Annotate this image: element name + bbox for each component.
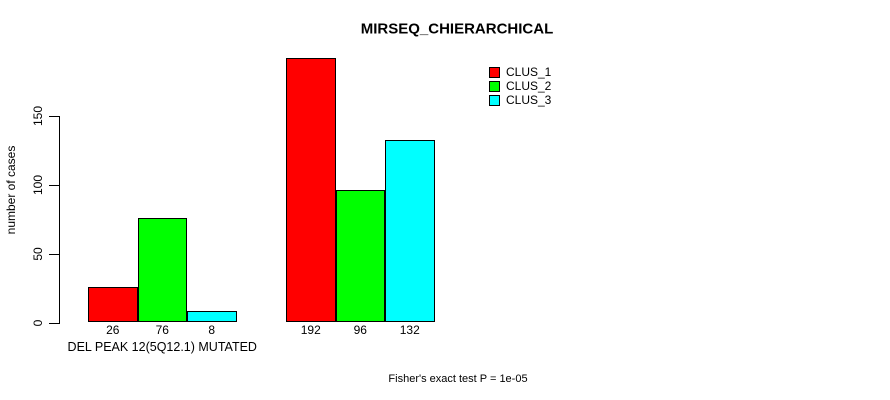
y-axis-label: number of cases	[4, 145, 18, 235]
bar-value-label: 132	[399, 323, 420, 337]
y-tick-label: 150	[31, 105, 45, 127]
legend: CLUS_1 CLUS_2 CLUS_3	[489, 65, 551, 107]
y-tick-label: 0	[31, 319, 45, 327]
bar-clus_1-group2	[286, 57, 336, 323]
legend-item-clus_2: CLUS_2	[489, 79, 551, 93]
legend-item-clus_1: CLUS_1	[489, 65, 551, 79]
y-axis-tick	[48, 184, 59, 186]
bar-value-label: 76	[155, 323, 169, 337]
legend-item-clus_3: CLUS_3	[489, 93, 551, 107]
bar-clus_3-group1	[187, 311, 237, 323]
bar-clus_2-group1	[137, 217, 187, 323]
legend-label: CLUS_2	[506, 79, 552, 93]
bar-clus_2-group2	[335, 190, 385, 323]
bar-value-label: 96	[353, 323, 367, 337]
bar-value-label: 8	[208, 323, 216, 337]
bar-clus_3-group2	[385, 140, 435, 323]
legend-swatch-icon	[489, 66, 500, 78]
bar-clus_1-group1	[88, 286, 138, 323]
y-axis-tick	[48, 253, 59, 255]
category-label: DEL PEAK 12(5Q12.1) MUTATED	[67, 340, 257, 354]
bar-value-label: 192	[300, 323, 321, 337]
fisher-test-annotation: Fisher's exact test P = 1e-05	[388, 373, 528, 385]
y-axis-line	[58, 115, 60, 324]
y-axis-tick	[48, 322, 59, 324]
chart-title: MIRSEQ_CHIERARCHICAL	[360, 20, 554, 38]
legend-label: CLUS_1	[506, 65, 552, 79]
y-tick-label: 100	[31, 174, 45, 196]
legend-label: CLUS_3	[506, 93, 552, 107]
y-axis-tick	[48, 115, 59, 117]
legend-swatch-icon	[489, 80, 500, 92]
y-tick-label: 50	[31, 247, 45, 261]
bar-value-label: 26	[106, 323, 120, 337]
legend-swatch-icon	[489, 94, 500, 106]
